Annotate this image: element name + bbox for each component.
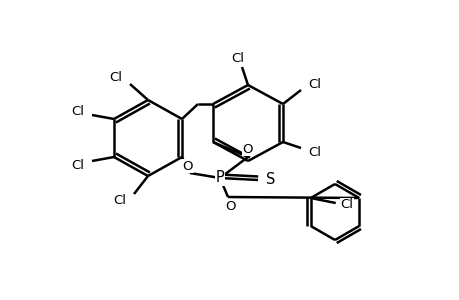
Text: Cl: Cl [308, 146, 321, 158]
Text: O: O [182, 160, 193, 172]
Text: Cl: Cl [71, 158, 84, 172]
Text: O: O [225, 200, 236, 214]
Text: Cl: Cl [71, 104, 84, 118]
Text: Cl: Cl [308, 77, 321, 91]
Text: P: P [215, 170, 224, 185]
Text: Cl: Cl [231, 52, 244, 64]
Text: O: O [242, 142, 253, 155]
Text: Cl: Cl [109, 70, 122, 83]
Text: Cl: Cl [113, 194, 126, 208]
Text: S: S [266, 172, 275, 187]
Text: Cl: Cl [340, 199, 353, 212]
